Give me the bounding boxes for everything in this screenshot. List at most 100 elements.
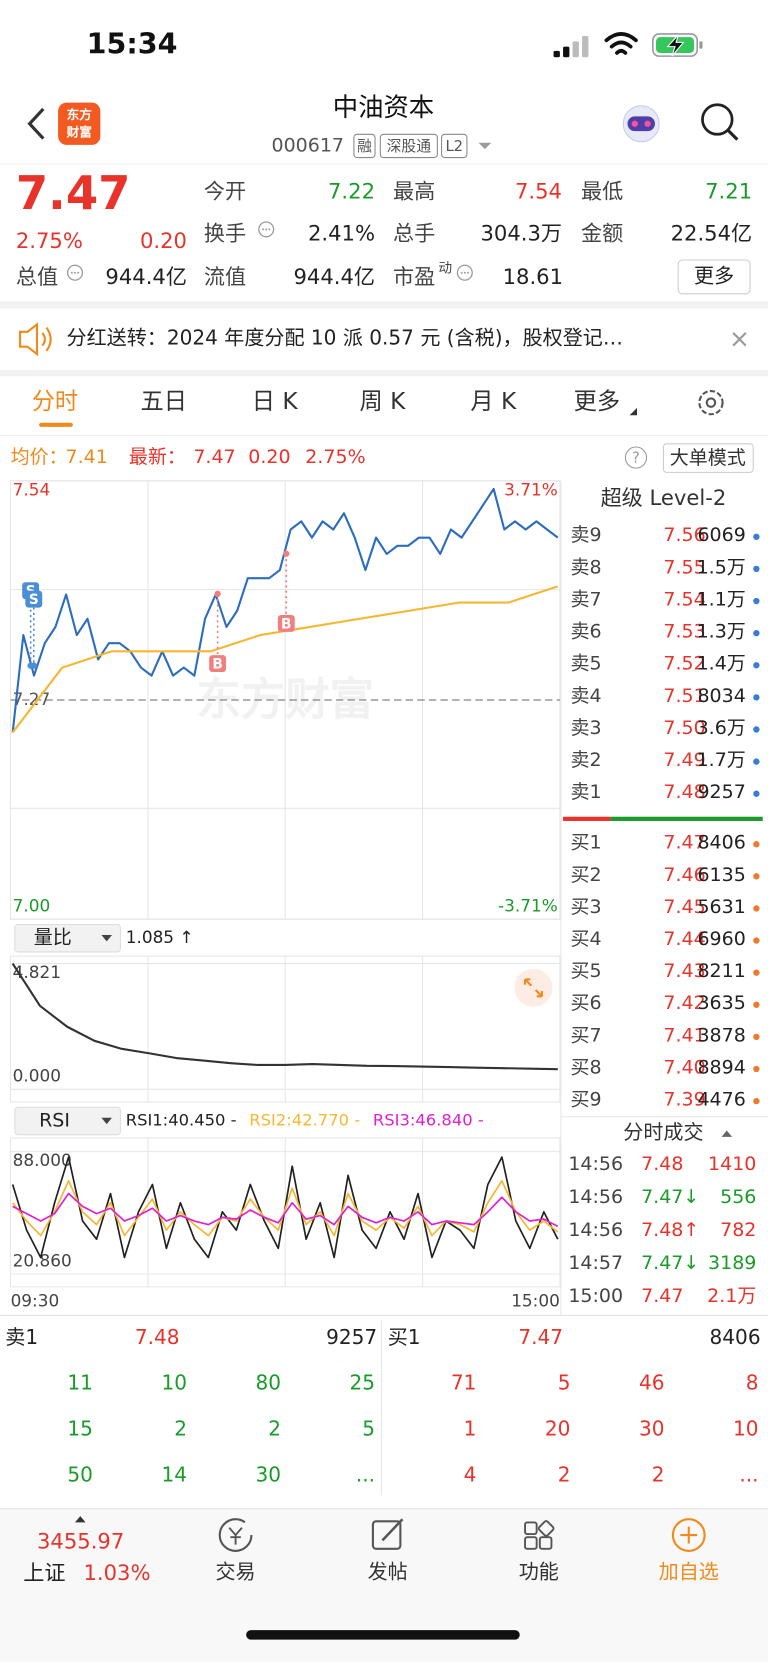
tab-bar-item[interactable]: 加自选 xyxy=(659,1560,719,1584)
trade-icon xyxy=(218,1518,253,1552)
expand-button[interactable] xyxy=(514,968,553,1007)
field-label: 换手 xyxy=(204,221,246,246)
book-dot xyxy=(753,841,760,848)
stock-name: 中油资本 xyxy=(333,92,434,122)
tab-bar-item[interactable]: 交易 xyxy=(216,1560,256,1584)
index-value[interactable]: 3455.97 xyxy=(37,1528,124,1553)
book-label: 卖2 xyxy=(570,749,601,771)
tab-caret xyxy=(629,407,638,416)
post-icon-pen xyxy=(381,1518,404,1542)
trade-marker xyxy=(209,655,227,673)
close-icon xyxy=(732,332,747,347)
field-value: 7.21 xyxy=(705,178,752,203)
queue-order: 2 xyxy=(652,1462,665,1486)
trade-icon-yen xyxy=(228,1527,243,1545)
back-button[interactable] xyxy=(27,107,45,140)
battery xyxy=(652,33,699,57)
trade-price: 7.48↑ xyxy=(641,1219,699,1241)
book-price: 7.55 xyxy=(663,556,705,578)
chart-tab[interactable]: 分时 xyxy=(32,388,78,415)
indicator-name[interactable]: 量比 xyxy=(34,927,72,949)
book-label: 卖9 xyxy=(570,524,601,546)
book-price: 7.48 xyxy=(663,781,705,803)
series-line xyxy=(11,487,559,733)
book-label: 卖3 xyxy=(570,717,601,739)
chart-tab[interactable]: 月 K xyxy=(470,388,517,415)
book-label: 卖1 xyxy=(570,781,601,803)
queue-order: 15 xyxy=(67,1416,93,1440)
y2-tick-label: 3.71% xyxy=(504,479,558,499)
settings-icon[interactable] xyxy=(698,389,724,416)
gap-band xyxy=(0,301,768,309)
queue-label: 买1 xyxy=(388,1325,421,1349)
index-change[interactable]: 1.03% xyxy=(83,1560,150,1585)
big-order-button[interactable] xyxy=(662,443,754,473)
book-dot xyxy=(753,1001,760,1008)
trade-volume: 2.1万 xyxy=(707,1285,756,1307)
more-button[interactable] xyxy=(677,259,751,295)
book-volume: 1.7万 xyxy=(697,749,746,771)
book-dot xyxy=(753,905,760,912)
queue-order: 5 xyxy=(558,1371,571,1395)
book-volume: 8034 xyxy=(697,685,745,707)
chart-tab[interactable]: 周 K xyxy=(359,388,406,415)
queue-order: 2 xyxy=(558,1462,571,1486)
x-tick-label: 15:00 xyxy=(511,1291,560,1311)
queue-order: 4 xyxy=(464,1462,477,1486)
assistant-face xyxy=(627,116,655,132)
function-icon xyxy=(538,1536,553,1550)
trade-volume: 782 xyxy=(720,1219,756,1241)
field-superscript: 动 xyxy=(438,260,452,276)
chart-tab[interactable]: 五日 xyxy=(141,388,187,415)
function-icon xyxy=(524,1536,538,1550)
tab-bar-item[interactable]: 发帖 xyxy=(368,1560,408,1584)
marker-dot xyxy=(214,590,221,598)
book-label: 买9 xyxy=(570,1089,601,1111)
queue-volume: 8406 xyxy=(710,1325,761,1349)
index-name[interactable]: 上证 xyxy=(23,1560,65,1585)
search-icon[interactable] xyxy=(701,103,734,136)
tag-box xyxy=(441,133,468,159)
book-dot xyxy=(753,726,760,733)
stock-tag: 融 xyxy=(357,138,372,155)
chart-tab[interactable]: 更多 xyxy=(574,388,620,415)
big-order-label[interactable]: 大单模式 xyxy=(670,447,746,469)
trade-marker-label: S xyxy=(29,592,39,608)
series-line xyxy=(11,963,558,1071)
book-price: 7.46 xyxy=(663,864,705,886)
legend-entry: RSI2:42.770 - xyxy=(249,1110,360,1129)
more-button-label[interactable]: 更多 xyxy=(694,263,734,287)
indicator-name[interactable]: RSI xyxy=(39,1109,70,1131)
book-price: 7.40 xyxy=(663,1056,705,1078)
info-dot xyxy=(77,271,80,274)
marker-dot xyxy=(30,662,37,669)
queue-order: ... xyxy=(356,1462,375,1486)
field-value: 2.41% xyxy=(308,221,375,246)
indicator-select[interactable] xyxy=(14,923,121,953)
trade-price: 7.47 xyxy=(641,1285,683,1307)
info-dot xyxy=(74,271,76,274)
clock: 15:34 xyxy=(87,28,178,61)
book-label: 买2 xyxy=(570,864,601,886)
book-price: 7.41 xyxy=(663,1024,705,1046)
book-volume: 6135 xyxy=(697,864,745,886)
queue-order: 30 xyxy=(639,1416,665,1440)
trade-time: 14:57 xyxy=(568,1252,623,1274)
book-volume: 6960 xyxy=(697,928,745,950)
chart-tab[interactable]: 日 K xyxy=(252,388,299,415)
book-label: 买1 xyxy=(570,832,601,854)
speaker-icon xyxy=(19,322,52,357)
trade-time: 14:56 xyxy=(568,1219,623,1241)
home-indicator xyxy=(246,1630,520,1640)
queue-order: ... xyxy=(739,1462,758,1486)
queue-order: 25 xyxy=(349,1371,375,1395)
book-label: 买4 xyxy=(570,928,601,950)
queue-order: 20 xyxy=(545,1416,571,1440)
book-dot xyxy=(753,937,760,944)
info-icon xyxy=(456,264,473,281)
charging-bolt xyxy=(666,34,685,57)
tab-bar-item[interactable]: 功能 xyxy=(519,1560,559,1584)
notice-text[interactable]: 分红送转：2024 年度分配 10 派 0.57 元 (含税)，股权登记… xyxy=(67,326,623,350)
indicator-select[interactable] xyxy=(14,1106,121,1136)
stock-tag: 深股通 xyxy=(387,138,432,155)
